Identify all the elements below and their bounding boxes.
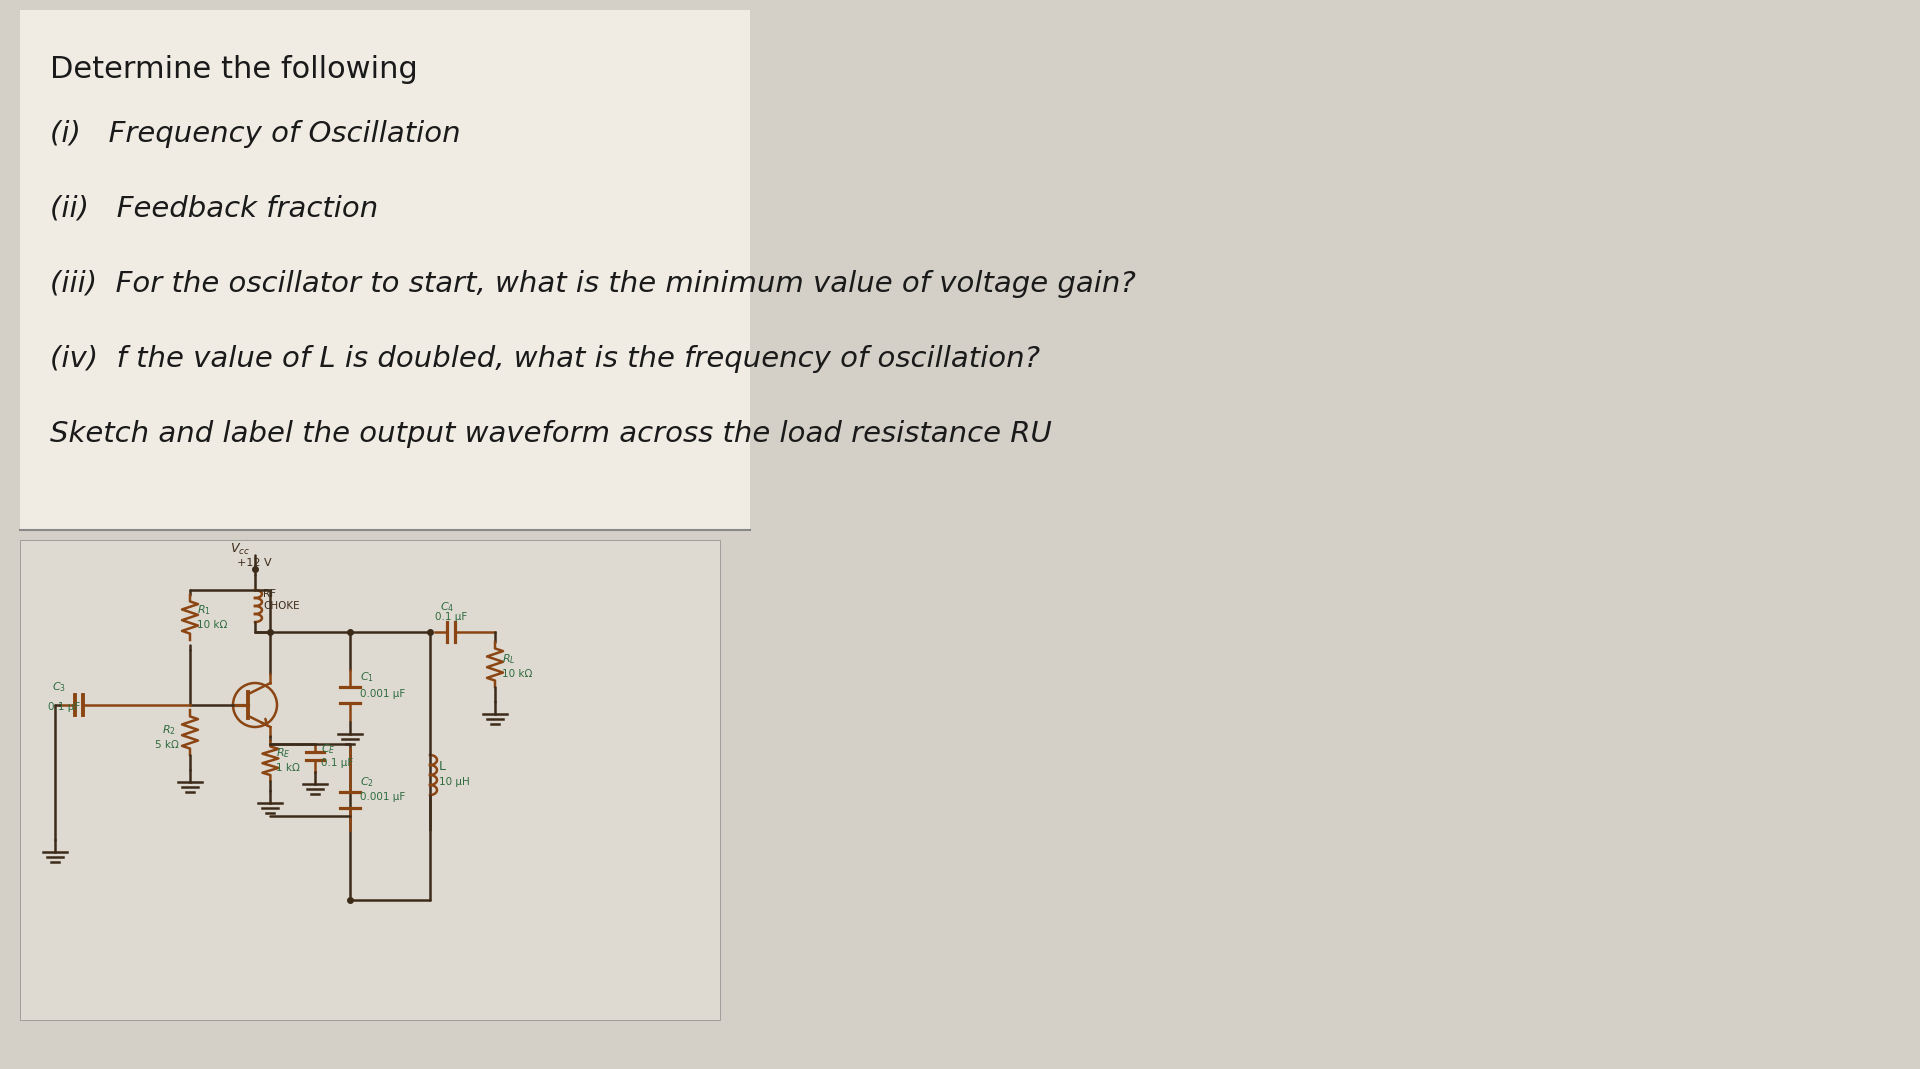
Text: (iii)  For the oscillator to start, what is the minimum value of voltage gain?: (iii) For the oscillator to start, what … (50, 270, 1137, 298)
Text: (iv)  f the value of L is doubled, what is the frequency of oscillation?: (iv) f the value of L is doubled, what i… (50, 345, 1041, 373)
Text: 0.001 μF: 0.001 μF (361, 690, 405, 699)
Text: (i)   Frequency of Oscillation: (i) Frequency of Oscillation (50, 120, 461, 148)
Text: L: L (440, 760, 445, 773)
Text: 0.1 μF: 0.1 μF (321, 758, 353, 768)
FancyBboxPatch shape (751, 10, 1901, 1060)
Text: $R_E$: $R_E$ (276, 746, 292, 760)
Text: $C_4$: $C_4$ (440, 600, 455, 614)
Text: Sketch and label the output waveform across the load resistance RU: Sketch and label the output waveform acr… (50, 420, 1052, 448)
Text: $R_1$: $R_1$ (198, 603, 211, 617)
Text: $V_{cc}$: $V_{cc}$ (230, 542, 250, 557)
Text: $C_2$: $C_2$ (361, 775, 374, 789)
Text: $C_1$: $C_1$ (361, 670, 374, 684)
Text: 10 kΩ: 10 kΩ (198, 620, 227, 630)
Text: 10 μH: 10 μH (440, 777, 470, 787)
Text: 1 kΩ: 1 kΩ (276, 763, 300, 773)
Text: 0.1 μF: 0.1 μF (436, 611, 467, 622)
Text: 0.1 μF: 0.1 μF (48, 702, 81, 712)
Text: 10 kΩ: 10 kΩ (501, 669, 532, 679)
Text: $C_3$: $C_3$ (52, 680, 65, 694)
Text: $R_L$: $R_L$ (501, 652, 516, 666)
FancyBboxPatch shape (19, 540, 720, 1020)
Text: (ii)   Feedback fraction: (ii) Feedback fraction (50, 195, 378, 223)
Text: $R_2$: $R_2$ (161, 723, 177, 737)
Text: $C_E$: $C_E$ (321, 742, 336, 756)
FancyBboxPatch shape (19, 10, 1901, 530)
Text: +12 V: +12 V (236, 558, 271, 568)
Text: 5 kΩ: 5 kΩ (156, 740, 179, 750)
Text: Determine the following: Determine the following (50, 55, 419, 84)
Text: RF
CHOKE: RF CHOKE (263, 589, 300, 610)
Text: 0.001 μF: 0.001 μF (361, 792, 405, 802)
